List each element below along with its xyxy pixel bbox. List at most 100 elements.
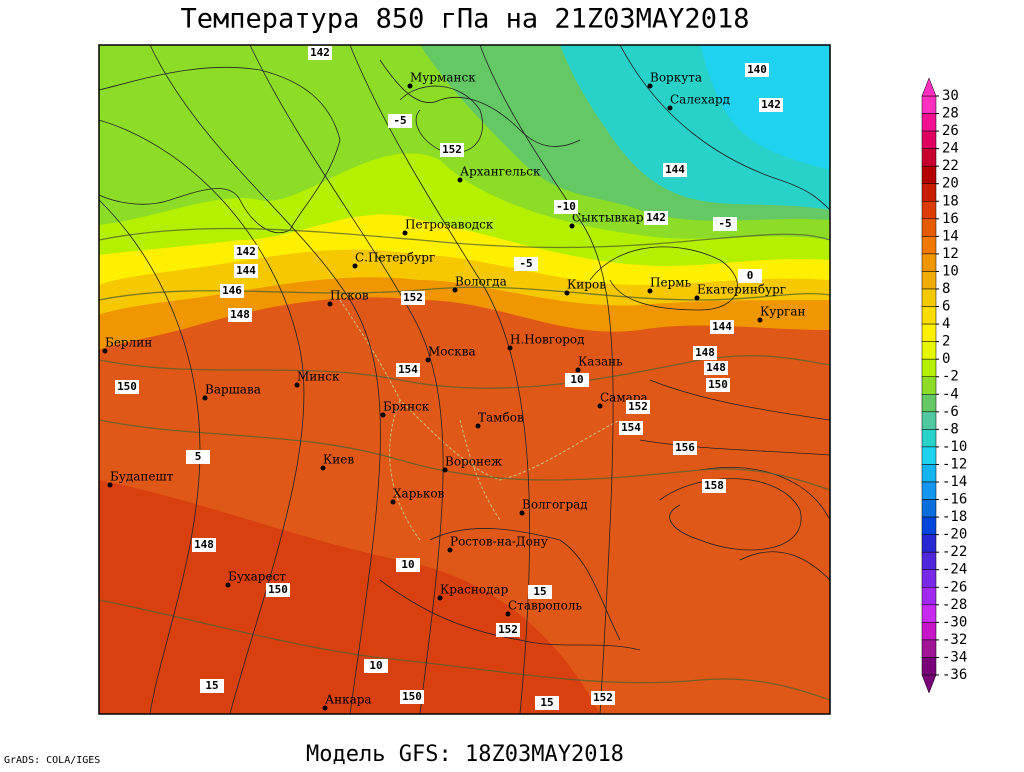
colorbar-band (921, 604, 937, 623)
city-name: Волгоград (522, 498, 588, 512)
colorbar: 302826242220181614121086420-2-4-6-8-10-1… (921, 77, 967, 694)
city-dot (694, 295, 700, 301)
contour-label: 15 (533, 585, 546, 598)
city-dot (327, 301, 333, 307)
city-name: Киев (323, 453, 354, 467)
contour-label: 148 (695, 346, 715, 359)
city-dot (402, 230, 408, 236)
colorbar-band (921, 201, 937, 220)
isotherm (99, 227, 830, 249)
city-name: С.Петербург (355, 251, 435, 265)
colorbar-label: 18 (942, 193, 959, 209)
contour-label-box (115, 380, 139, 394)
contour-label: 150 (402, 690, 422, 703)
colorbar-band (921, 376, 937, 395)
title: Температура 850 гПа на 21Z03MAY2018 (181, 4, 750, 35)
contour-label: 15 (540, 696, 553, 709)
contour-label-box (565, 373, 589, 387)
contour-label-box (200, 679, 224, 693)
colorbar-label: 30 (942, 88, 959, 104)
streamline (619, 45, 830, 211)
contour-label-box (514, 257, 538, 271)
colorbar-label: -34 (942, 649, 967, 665)
colorbar-band (921, 183, 937, 202)
coastline (99, 66, 341, 233)
colorbar-top (921, 77, 937, 97)
colorbar-label: -6 (942, 404, 959, 420)
city-name: Пермь (650, 276, 692, 290)
contour-label-box (663, 163, 687, 177)
colorbar-label: 16 (942, 211, 959, 227)
colorbar-band (921, 341, 937, 360)
colorbar-band (921, 622, 937, 641)
contour-label-box (440, 143, 464, 157)
colorbar-label: 10 (942, 263, 959, 279)
contour-label: 10 (570, 373, 583, 386)
city-dot (107, 482, 113, 488)
colorbar-label: 4 (942, 316, 950, 332)
contour-label: 154 (621, 421, 641, 434)
border (339, 299, 621, 541)
contour-label: 140 (747, 63, 767, 76)
city-dot (102, 348, 108, 354)
contour-label: 144 (712, 320, 732, 333)
contour-label: 148 (194, 538, 214, 551)
colorbar-band (921, 499, 937, 518)
colorbar-band (921, 218, 937, 237)
colorbar-label: -20 (942, 527, 967, 543)
city-dot (757, 317, 763, 323)
contour-label: 158 (704, 479, 724, 492)
colorbar-label: -30 (942, 614, 967, 630)
contour-label: 142 (646, 211, 666, 224)
contour-label: 152 (628, 400, 648, 413)
streamline (589, 246, 738, 311)
colorbar-band (921, 587, 937, 606)
city-dot (437, 595, 443, 601)
isotherm (99, 599, 830, 701)
colorbar-label: -14 (942, 474, 967, 490)
contour-label-box (496, 623, 520, 637)
streamline (479, 45, 614, 714)
city-dot (647, 288, 653, 294)
city-name: Берлин (105, 336, 152, 350)
colorbar-label: -24 (942, 562, 967, 578)
contour-label-box (759, 98, 783, 112)
contour-label-box (234, 264, 258, 278)
model: Модель GFS: 18Z03MAY2018 (306, 742, 624, 767)
colorbar-band (921, 95, 937, 114)
colorbar-band (921, 481, 937, 500)
contour-label: 144 (665, 163, 685, 176)
city-name: Псков (330, 289, 369, 303)
contour-label-box (626, 400, 650, 414)
colorbar-band (921, 657, 937, 676)
coastline (379, 528, 641, 651)
colorbar-band (921, 569, 937, 588)
isotherm (99, 355, 830, 389)
contour-label-box (702, 479, 726, 493)
city-name: Москва (428, 345, 476, 359)
colorbar-band (921, 165, 937, 184)
contour-label: 150 (708, 378, 728, 391)
city-name: Харьков (393, 487, 445, 501)
contour-label-box (745, 63, 769, 77)
city-name: Тамбов (478, 411, 524, 425)
contour-label-box (186, 450, 210, 464)
contour-label: 10 (369, 659, 382, 672)
city-name: Ставрополь (508, 599, 582, 613)
colorbar-band (921, 551, 937, 570)
isotherm (99, 419, 830, 491)
contour-label: 0 (747, 269, 754, 282)
city-dot (294, 382, 300, 388)
colorbar-label: 2 (942, 334, 950, 350)
colorbar-label: 22 (942, 158, 959, 174)
colorbar-band (921, 236, 937, 255)
colorbar-label: 14 (942, 228, 959, 244)
coastline (379, 59, 581, 147)
city-name: Минск (297, 370, 340, 384)
city-name: Архангельск (460, 165, 541, 179)
contour-label: 142 (761, 98, 781, 111)
city-dot (390, 499, 396, 505)
contour-label-box (266, 583, 290, 597)
colorbar-label: 24 (942, 141, 959, 157)
colorbar-band (921, 411, 937, 430)
